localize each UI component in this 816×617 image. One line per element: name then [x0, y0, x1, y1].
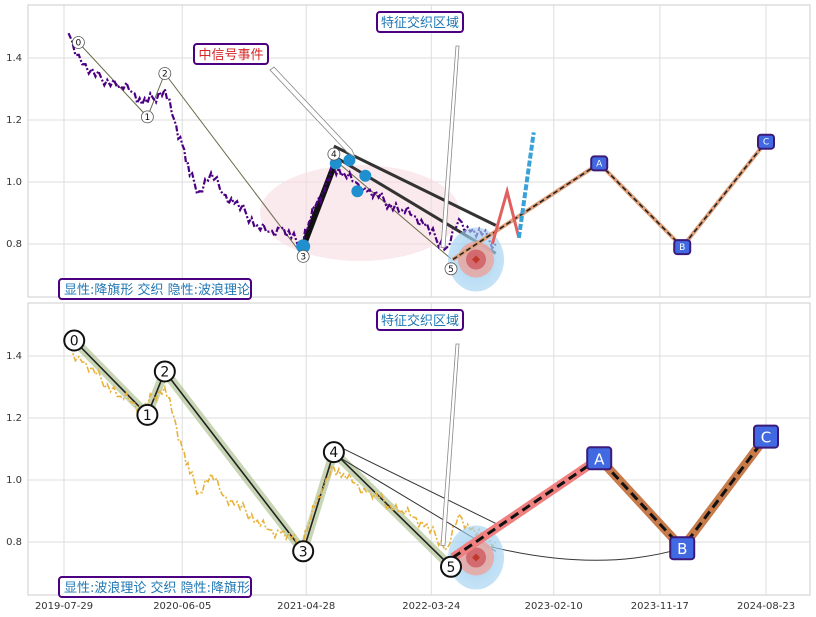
y-tick-label: 1.2: [6, 115, 22, 126]
pivot-marker: [343, 154, 356, 167]
wave-label: 5: [448, 265, 454, 275]
wave-label: 0: [70, 334, 79, 350]
pivot-marker: [359, 169, 372, 182]
flag-upper-line: [333, 144, 497, 227]
annotation-box: [376, 309, 464, 331]
wave-label: 1: [143, 408, 152, 424]
annotation-arrow: [440, 45, 460, 248]
annotation-box: [376, 11, 464, 33]
projection-label-box: [669, 536, 696, 561]
y-tick-label: 1.2: [6, 413, 22, 424]
projection-label-box: [673, 239, 692, 256]
pivot-marker: [296, 239, 311, 254]
projection-dashed: [452, 435, 768, 559]
bottom-panel: 0.8 1.0 1.2 1.4 2019-07-29 2020-06-05 2021-04-…: [6, 302, 811, 612]
wave-label-circle: [153, 360, 176, 383]
wave-label-circle: [444, 262, 458, 276]
y-tick-label: 1.0: [6, 475, 22, 486]
wave-label-circle: [296, 249, 310, 263]
projection-dashed: [452, 141, 767, 261]
pattern-legend-box: [58, 278, 252, 300]
pattern-legend-label: 显性:降旗形 交织 隐性:波浪理论: [64, 282, 250, 298]
wave-label: 4: [331, 150, 337, 160]
wave-label: 2: [160, 365, 169, 381]
y-tick-label: 0.8: [6, 537, 22, 548]
annotation-signal-label: 中信号事件: [198, 48, 263, 63]
annotation-box: [193, 43, 269, 65]
projection-label: B: [677, 540, 687, 558]
wave-label-circle: [327, 147, 341, 161]
wave-label-circle: [322, 441, 345, 464]
pivot-marker: [351, 185, 364, 198]
projection-label-box: [586, 446, 613, 471]
wave-label-circle: [136, 403, 159, 426]
x-tick-label: 2022-03-24: [402, 601, 460, 612]
projection-label-box: [753, 424, 779, 449]
wave-label-circle: [158, 67, 172, 80]
wave-label-circle: [440, 555, 463, 578]
projection-label: B: [679, 243, 685, 253]
projection-label-box: [757, 133, 775, 150]
flag-upper-line: [333, 443, 496, 524]
projection-label: C: [761, 429, 771, 447]
projection-arc: [490, 546, 683, 561]
x-tick-label: 2021-04-28: [277, 601, 335, 612]
x-tick-label: 2019-07-29: [35, 601, 93, 612]
x-tick-label: 2020-06-05: [153, 601, 211, 612]
projection-zigzag: [490, 185, 521, 245]
annotation-arrow: [269, 66, 356, 159]
x-tick-label: 2023-02-10: [525, 601, 583, 612]
annotation-zone-label: 特征交织区域: [381, 15, 459, 31]
wave-label-circle: [292, 540, 315, 563]
projection-label: A: [594, 450, 605, 468]
wave-label-circle: [140, 110, 154, 124]
wave-line: [78, 42, 304, 257]
annotation-zone-label: 特征交织区域: [381, 313, 459, 329]
wave-label: 4: [329, 445, 338, 461]
annotation-arrow: [440, 343, 460, 546]
wave-label-circle: [72, 36, 85, 49]
wave-label: 3: [299, 544, 308, 560]
plot-area: [27, 4, 811, 298]
x-tick-label: 2023-11-17: [631, 601, 689, 612]
breakout-arrow: [516, 132, 536, 239]
wave-line: [73, 339, 452, 568]
y-tick-label: 1.4: [6, 351, 22, 362]
interaction-zone-marker: [472, 255, 481, 264]
projection-label: A: [596, 159, 603, 169]
projection-label-box: [590, 155, 609, 172]
wave-label: 2: [162, 70, 168, 80]
pattern-zone: [260, 165, 460, 261]
y-tick-label: 0.8: [6, 239, 22, 250]
x-tick-label: 2024-08-23: [737, 601, 795, 612]
wave-label: 1: [145, 113, 151, 123]
pattern-legend-box: [58, 576, 252, 598]
pattern-legend-label: 显性:波浪理论 交织 隐性:降旗形: [64, 580, 250, 596]
wave-label: 0: [76, 39, 82, 49]
wave-label: 3: [300, 252, 306, 262]
wave-label: 5: [447, 560, 456, 576]
projection-label: C: [763, 138, 769, 148]
y-tick-label: 1.4: [6, 53, 22, 64]
wave-label-circle: [63, 329, 86, 352]
y-tick-label: 1.0: [6, 177, 22, 188]
interaction-zone-marker: [472, 553, 481, 562]
